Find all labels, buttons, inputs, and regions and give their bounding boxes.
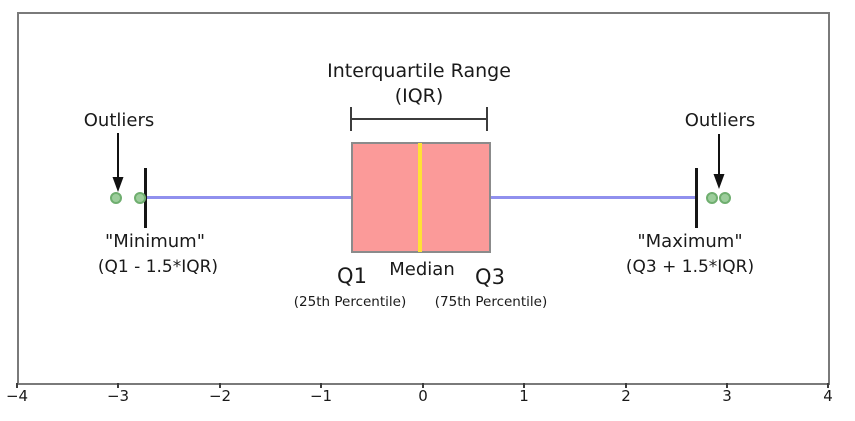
chart-title-line1: Interquartile Range [327,60,511,82]
minimum-label: "Minimum" [105,231,205,252]
x-tick-mark [827,383,829,388]
x-tick-label: −3 [106,387,130,405]
x-tick-label: −2 [208,387,232,405]
x-tick-label: 1 [519,387,529,405]
x-tick-label: 2 [621,387,631,405]
x-tick-mark [320,383,322,388]
right-whisker-cap [695,168,698,228]
outlier-dot [134,192,146,204]
x-tick-mark [219,383,221,388]
q1-percentile-label: (25th Percentile) [293,294,407,310]
x-tick-mark [625,383,627,388]
outliers-left-arrow-icon [112,133,124,192]
x-tick-label: −4 [5,387,29,405]
q1-label: Q1 [337,264,367,288]
chart-title-line2: (IQR) [394,85,444,107]
outlier-dot [110,192,122,204]
x-tick-label: 3 [722,387,732,405]
right-whisker-line [491,196,696,199]
minimum-formula-label: (Q1 - 1.5*IQR) [97,257,219,277]
outliers-right-arrow-icon [713,134,725,189]
left-whisker-line [146,196,351,199]
median-line [418,143,422,252]
outlier-dot [706,192,718,204]
iqr-bracket-line [351,118,488,120]
x-tick-label: 4 [823,387,833,405]
iqr-bracket-left-cap [350,107,352,131]
outliers-right-label: Outliers [684,110,756,131]
x-tick-label: −1 [309,387,333,405]
x-tick-label: 0 [418,387,428,405]
x-tick-mark [117,383,119,388]
iqr-bracket-right-cap [486,107,488,131]
q3-label: Q3 [475,265,505,289]
x-tick-mark [523,383,525,388]
maximum-label: "Maximum" [637,231,743,252]
outliers-left-label: Outliers [83,110,155,131]
x-tick-mark [422,383,424,388]
maximum-formula-label: (Q3 + 1.5*IQR) [625,257,755,277]
median-label: Median [389,259,455,280]
q3-percentile-label: (75th Percentile) [434,294,548,310]
x-tick-mark [726,383,728,388]
outlier-dot [719,192,731,204]
x-tick-mark [16,383,18,388]
